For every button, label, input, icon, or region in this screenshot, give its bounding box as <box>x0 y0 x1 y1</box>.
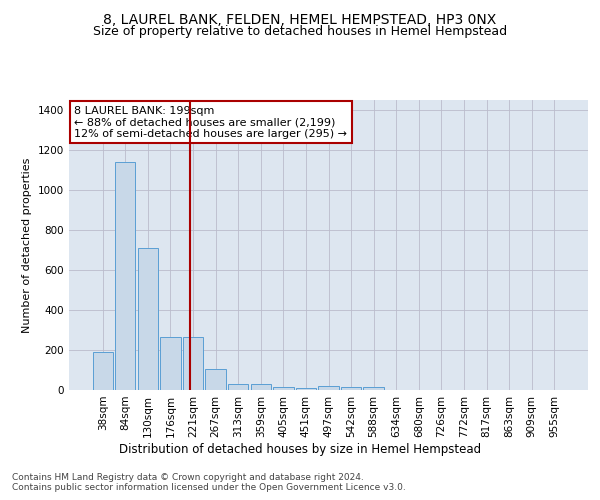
Bar <box>115 162 136 390</box>
Bar <box>183 337 203 390</box>
Text: Contains HM Land Registry data © Crown copyright and database right 2024.
Contai: Contains HM Land Registry data © Crown c… <box>12 472 406 492</box>
Bar <box>160 337 181 390</box>
Text: 8, LAUREL BANK, FELDEN, HEMEL HEMPSTEAD, HP3 0NX: 8, LAUREL BANK, FELDEN, HEMEL HEMPSTEAD,… <box>103 12 497 26</box>
Text: 8 LAUREL BANK: 199sqm
← 88% of detached houses are smaller (2,199)
12% of semi-d: 8 LAUREL BANK: 199sqm ← 88% of detached … <box>74 106 347 139</box>
Bar <box>228 384 248 390</box>
Bar <box>205 369 226 390</box>
Bar <box>273 387 293 390</box>
Bar <box>296 388 316 390</box>
Bar <box>341 387 361 390</box>
Bar <box>319 386 338 390</box>
Bar <box>138 248 158 390</box>
Text: Size of property relative to detached houses in Hemel Hempstead: Size of property relative to detached ho… <box>93 25 507 38</box>
Bar <box>92 352 113 390</box>
Bar <box>364 387 384 390</box>
Bar <box>251 384 271 390</box>
Text: Distribution of detached houses by size in Hemel Hempstead: Distribution of detached houses by size … <box>119 442 481 456</box>
Y-axis label: Number of detached properties: Number of detached properties <box>22 158 32 332</box>
